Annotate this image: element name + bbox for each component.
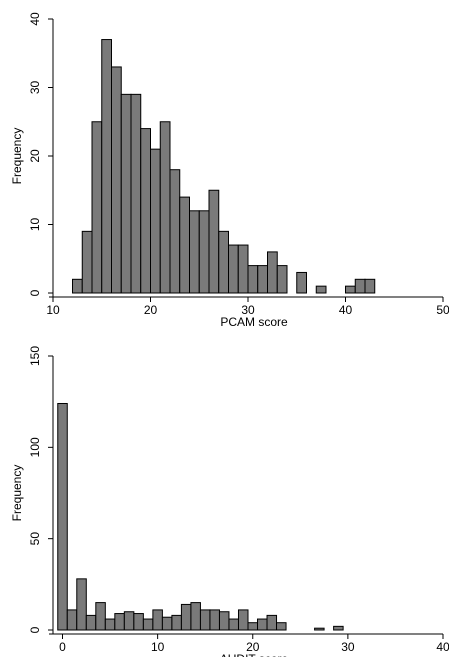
histogram-bar xyxy=(169,169,181,294)
histogram-bar xyxy=(199,609,211,631)
y-tick-label: 30 xyxy=(28,81,42,95)
histogram-bar xyxy=(257,618,268,631)
histogram-bar xyxy=(66,609,78,631)
histogram-bar xyxy=(257,265,268,294)
histogram-bar xyxy=(180,603,192,631)
x-tick-label: 10 xyxy=(46,303,60,317)
histogram-bar xyxy=(85,614,97,631)
y-tick-label: 10 xyxy=(28,218,42,232)
histogram-bar xyxy=(133,613,144,631)
histogram-bar xyxy=(209,609,220,631)
x-tick-label: 10 xyxy=(151,640,165,654)
histogram-bar xyxy=(152,609,163,631)
histogram-bar xyxy=(189,210,200,294)
histogram-bar xyxy=(120,93,132,294)
histogram-bar xyxy=(179,196,190,294)
histogram-bar xyxy=(266,614,278,631)
x-tick-label: 20 xyxy=(144,303,158,317)
x-tick-label: 40 xyxy=(339,303,353,317)
histogram-bar xyxy=(81,230,93,294)
y-axis-title: Frequency xyxy=(10,465,24,522)
y-tick-label: 50 xyxy=(28,532,42,546)
histogram-bar xyxy=(228,618,239,631)
histogram-bar xyxy=(237,609,249,631)
histogram-bar xyxy=(95,602,106,631)
histogram-bar xyxy=(57,402,68,631)
histogram-bar xyxy=(123,611,135,631)
histogram-bar xyxy=(267,251,278,294)
audit-histogram: 0 50 100 150 0 10 20 30 40 AUDIT score Frequency xyxy=(10,346,449,657)
x-tick-label: 40 xyxy=(436,640,449,654)
histogram-bar xyxy=(159,121,171,294)
histogram-bar xyxy=(218,611,230,631)
histogram-bar xyxy=(276,622,287,631)
histogram-bar xyxy=(140,128,151,294)
histogram-bar xyxy=(364,278,376,294)
histogram-bar xyxy=(190,602,201,631)
histogram-bar xyxy=(101,39,112,294)
histogram-bar xyxy=(76,578,87,631)
histogram-bar xyxy=(345,285,356,294)
histogram-bar xyxy=(114,613,125,631)
x-tick-label: 0 xyxy=(59,640,66,654)
pcam-histogram: 0 10 20 30 40 10 20 30 40 50 PCAM score Frequency xyxy=(10,12,449,329)
x-tick-label: 20 xyxy=(246,640,260,654)
y-axis-title: Frequency xyxy=(10,128,24,185)
histogram-bar xyxy=(104,618,116,631)
histogram-bar xyxy=(208,189,220,294)
y-tick-label: 0 xyxy=(28,289,42,296)
histogram-bar xyxy=(142,618,154,631)
histogram-bar xyxy=(314,627,325,631)
histogram-bar xyxy=(315,285,327,294)
y-tick-label: 100 xyxy=(28,437,42,457)
histogram-bar xyxy=(333,625,344,631)
x-tick-label: 30 xyxy=(241,303,255,317)
histogram-bar xyxy=(247,265,259,294)
histogram-bar xyxy=(150,148,161,294)
histogram-bar xyxy=(111,66,122,294)
x-axis-title: PCAM score xyxy=(220,315,288,329)
histogram-bar xyxy=(247,622,259,631)
histogram-bar xyxy=(228,244,239,294)
y-tick-label: 0 xyxy=(28,626,42,633)
histogram-bar xyxy=(72,278,83,294)
y-tick-label: 20 xyxy=(28,149,42,163)
histogram-bar xyxy=(354,278,366,294)
x-axis-title: AUDIT score xyxy=(220,652,289,657)
histogram-bar xyxy=(130,93,142,294)
histogram-bar xyxy=(237,244,249,294)
histogram-bar xyxy=(296,271,307,294)
histogram-bar xyxy=(171,614,182,631)
x-tick-label: 30 xyxy=(341,640,355,654)
y-tick-label: 150 xyxy=(28,346,42,366)
x-tick-label: 50 xyxy=(436,303,449,317)
histogram-bar xyxy=(198,210,210,294)
histogram-bar xyxy=(91,121,103,294)
histogram-bar xyxy=(161,616,173,631)
histogram-bar xyxy=(276,265,288,294)
histogram-bar xyxy=(218,230,229,294)
y-tick-label: 40 xyxy=(28,12,42,26)
